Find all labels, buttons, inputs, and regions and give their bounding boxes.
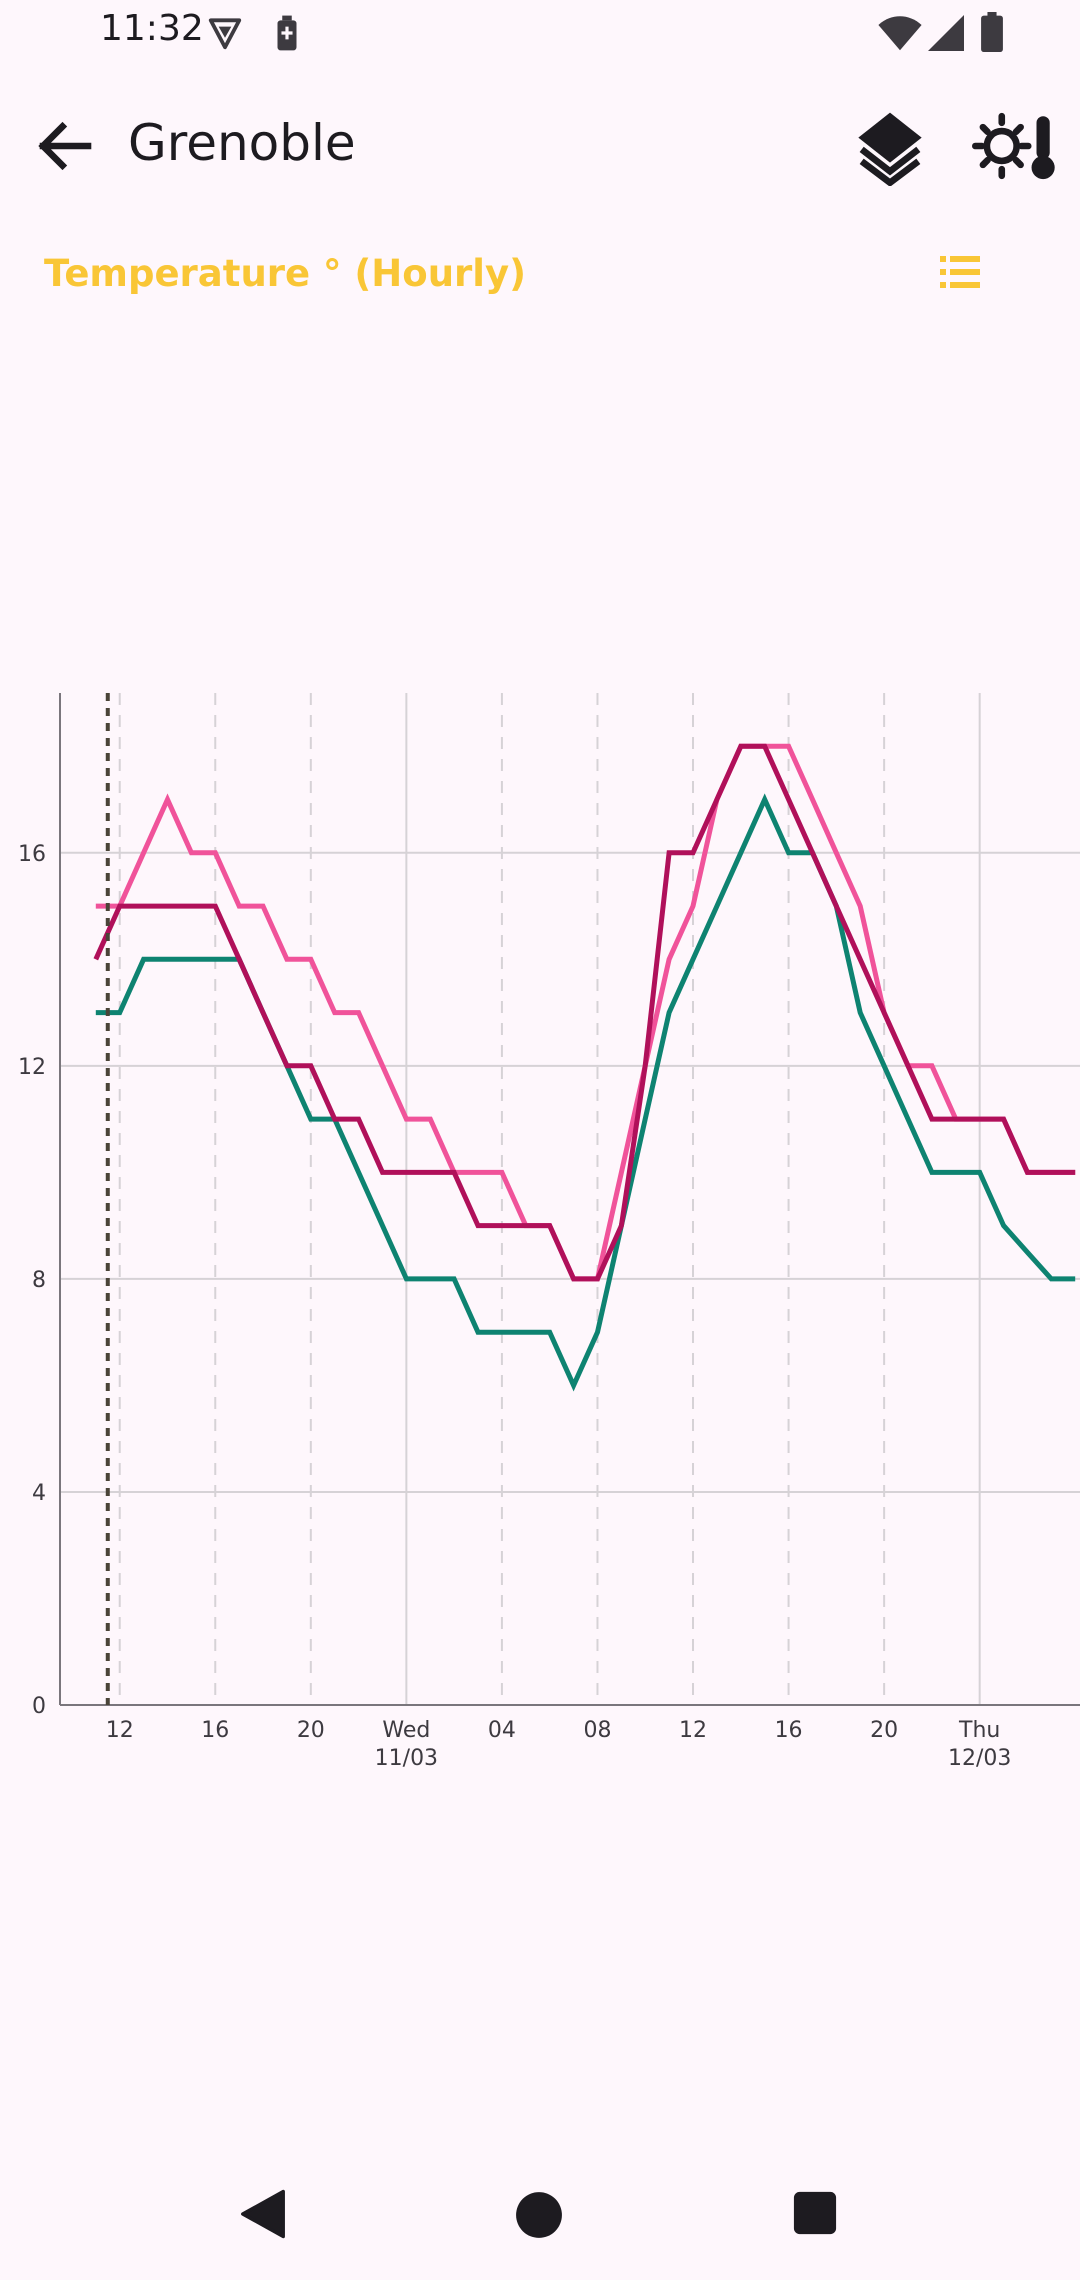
- x-tick-sublabel: 11/03: [375, 1746, 438, 1771]
- x-tick-label: 20: [870, 1718, 898, 1743]
- nav-home-icon[interactable]: [514, 2190, 564, 2240]
- y-tick-label: 0: [32, 1694, 46, 1719]
- list-icon: [940, 256, 980, 288]
- chart-title: Temperature ° (Hourly): [44, 252, 526, 295]
- y-tick-label: 12: [18, 1055, 46, 1080]
- wifi-icon: [878, 16, 922, 51]
- y-tick-label: 16: [18, 842, 46, 867]
- x-tick-label: 16: [775, 1718, 803, 1743]
- back-button[interactable]: [28, 110, 100, 182]
- x-tick-label: Thu: [958, 1718, 1000, 1743]
- arrow-back-icon: [38, 121, 92, 171]
- x-tick-label: 12: [679, 1718, 707, 1743]
- page-title: Grenoble: [128, 114, 356, 172]
- x-tick-sublabel: 12/03: [948, 1746, 1011, 1771]
- battery-saver-icon: [277, 15, 297, 51]
- status-bar: 11:32: [0, 0, 1080, 66]
- layers-icon: [858, 112, 922, 187]
- nav-back-icon[interactable]: [236, 2186, 290, 2242]
- series-line-3: [93, 743, 1076, 1282]
- x-tick-label: 12: [106, 1718, 134, 1743]
- legend-button[interactable]: [936, 250, 984, 294]
- nav-recents-icon[interactable]: [792, 2190, 838, 2236]
- x-tick-label: 08: [583, 1718, 611, 1743]
- cellular-signal-icon: [928, 15, 964, 51]
- battery-icon: [981, 12, 1003, 52]
- status-time: 11:32: [100, 8, 204, 49]
- y-tick-label: 8: [32, 1268, 46, 1293]
- series-line-1: [95, 793, 1076, 1392]
- navigation-bar: [0, 2160, 1080, 2280]
- series-line-2: [95, 743, 1076, 1282]
- y-tick-label: 4: [32, 1481, 46, 1506]
- vpn-key-icon: [208, 18, 242, 50]
- x-tick-label: Wed: [382, 1718, 430, 1743]
- brightness-thermometer-icon: [972, 112, 1055, 180]
- x-tick-label: 04: [488, 1718, 516, 1743]
- app-bar: Grenoble: [0, 88, 1080, 200]
- layers-button[interactable]: [850, 106, 930, 187]
- x-tick-label: 20: [297, 1718, 325, 1743]
- x-tick-label: 16: [201, 1718, 229, 1743]
- units-settings-button[interactable]: [972, 106, 1058, 186]
